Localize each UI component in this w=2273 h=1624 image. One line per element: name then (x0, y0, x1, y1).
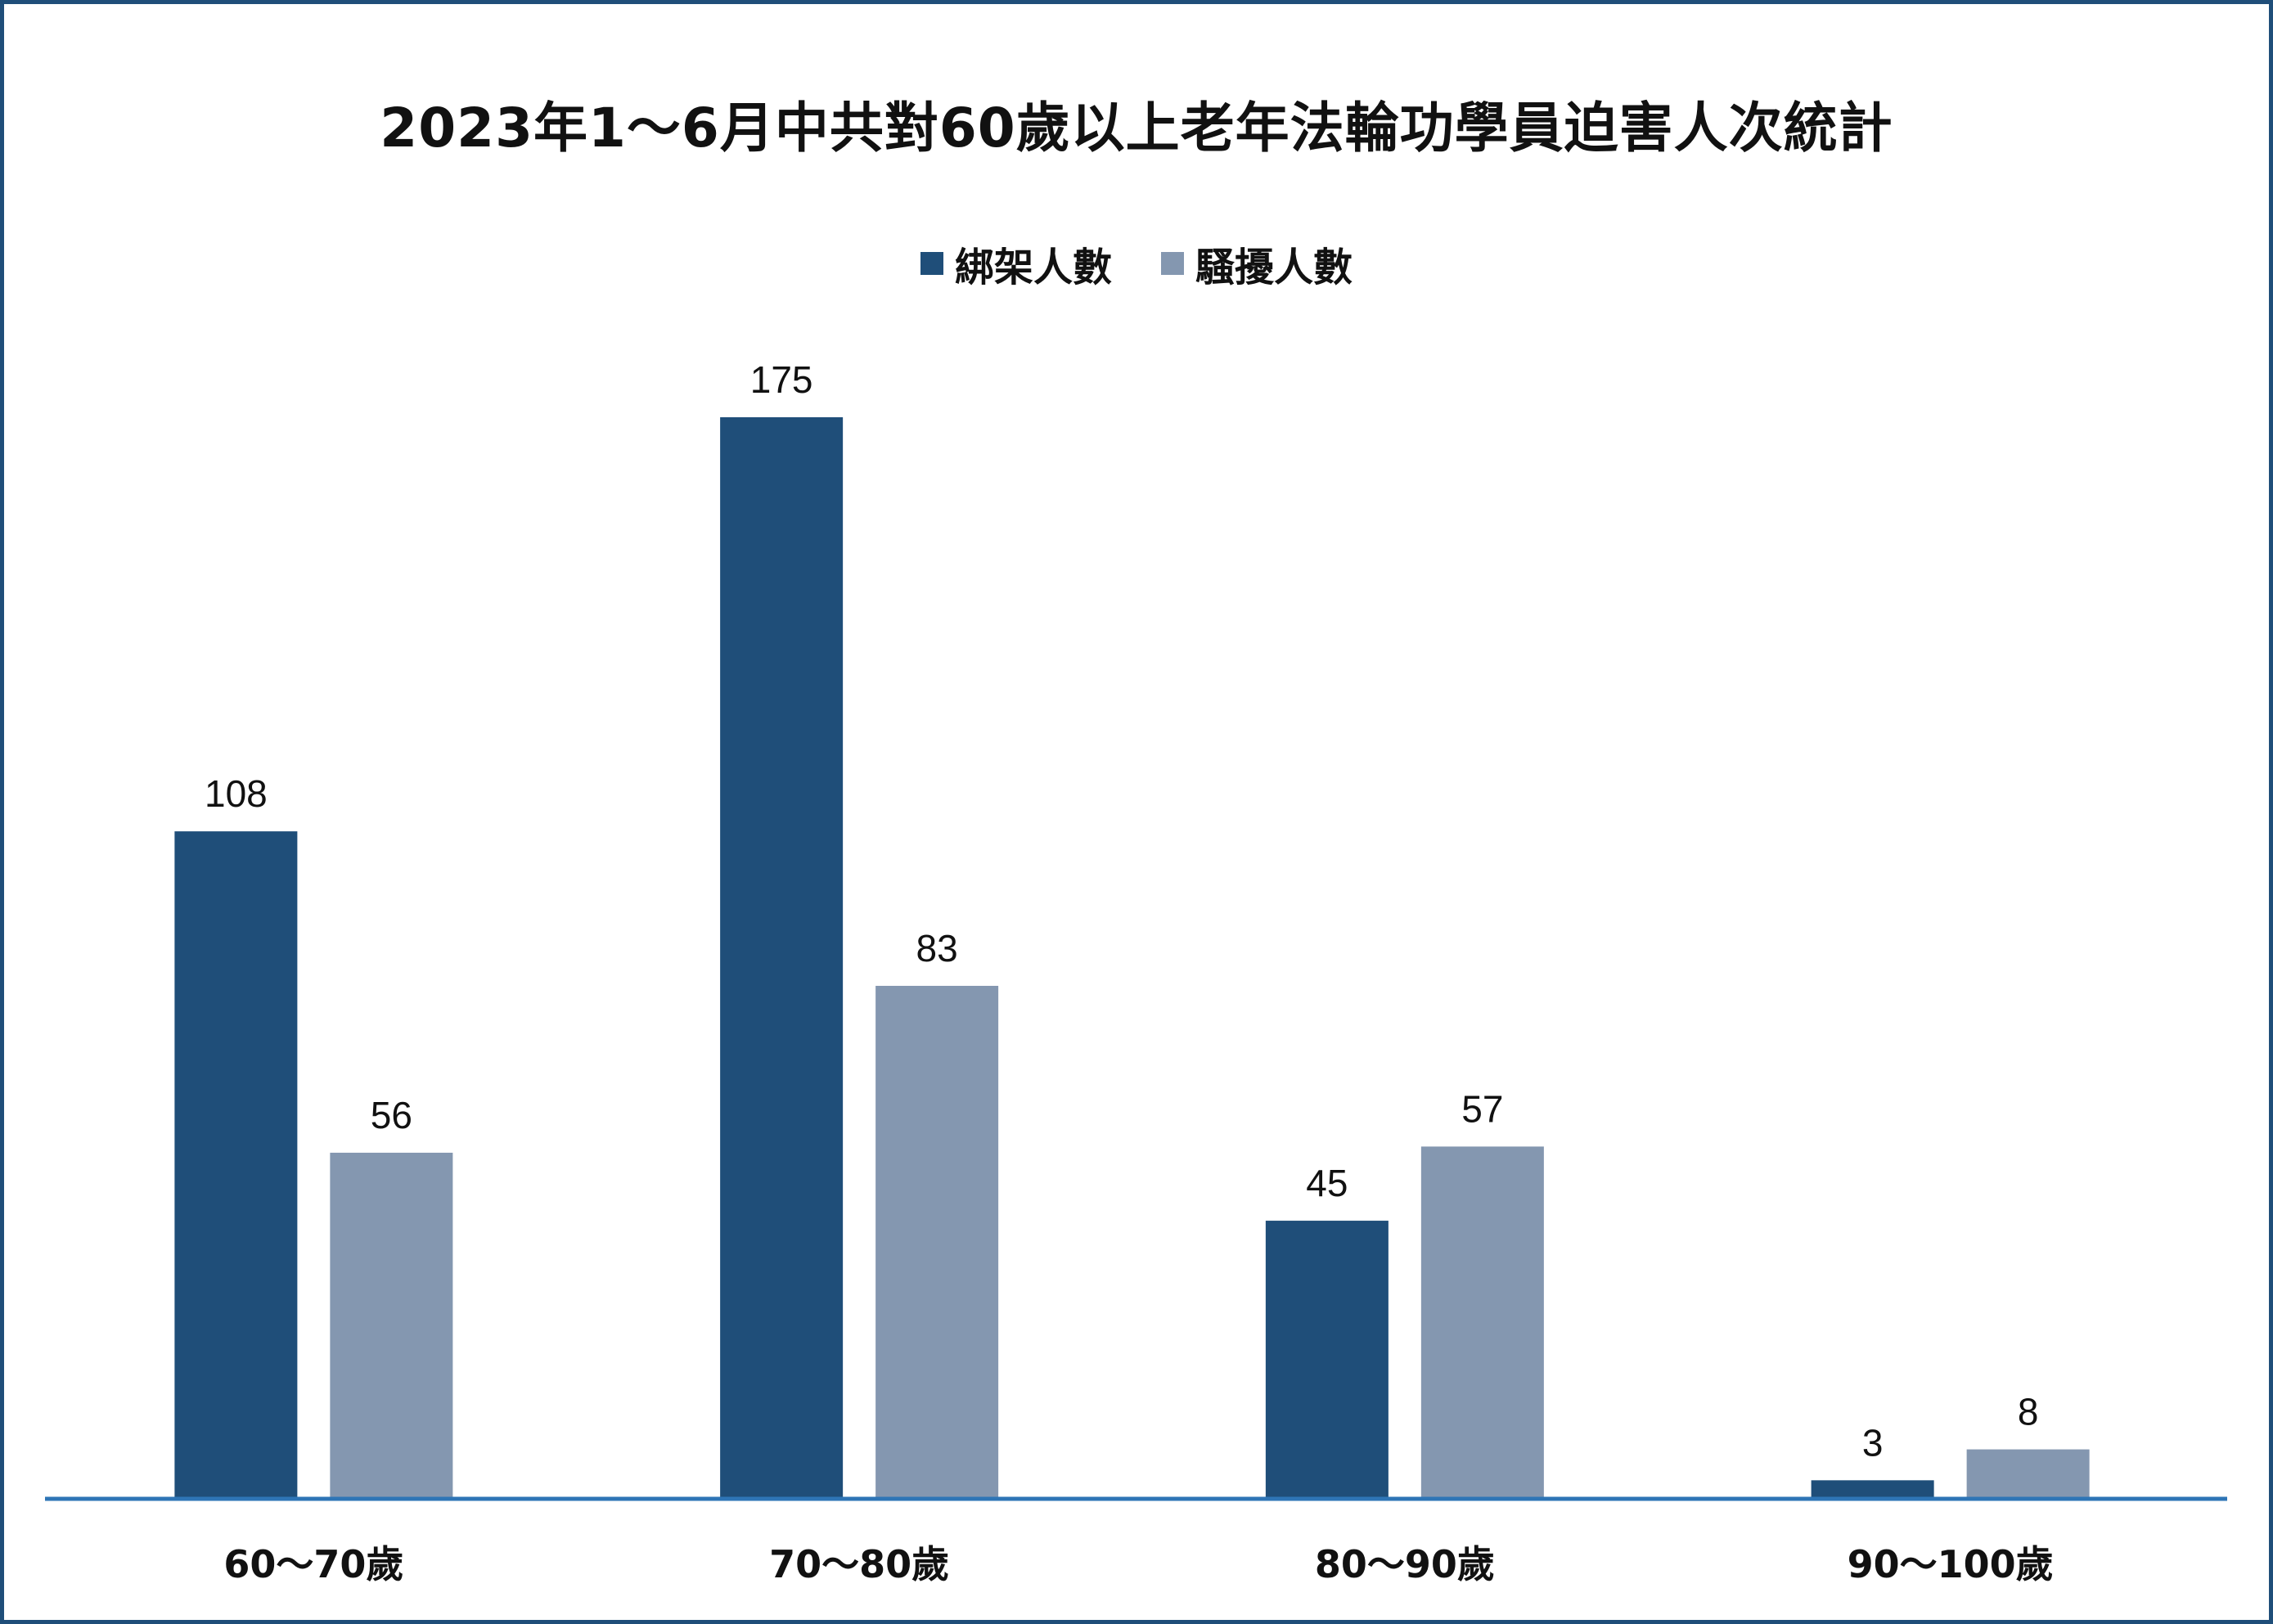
chart-title: 2023年1～6月中共對60歲以上老年法輪功學員迫害人次統計 (380, 97, 1893, 160)
data-label-series-2-cat-1: 56 (371, 1094, 412, 1136)
bar-series-1-cat-3 (1265, 1221, 1389, 1499)
data-label-series-2-cat-2: 83 (916, 927, 958, 969)
data-label-series-1-cat-2: 175 (750, 358, 813, 401)
bar-series-2-cat-4 (1966, 1449, 2090, 1499)
chart-legend: 綁架人數 騷擾人數 (4, 235, 2269, 292)
category-label-2: 70～80歲 (769, 1542, 949, 1586)
bar-series-2-cat-3 (1420, 1146, 1544, 1499)
category-label-1: 60～70歲 (223, 1542, 403, 1586)
category-label-3: 80～90歲 (1315, 1542, 1495, 1586)
legend-item-series-1: 綁架人數 (920, 235, 1112, 292)
bar-series-2-cat-2 (875, 985, 999, 1499)
data-label-series-1-cat-3: 45 (1306, 1162, 1348, 1204)
bar-series-2-cat-1 (330, 1152, 453, 1499)
bar-series-1-cat-2 (720, 417, 844, 1499)
legend-label-series-1: 綁架人數 (954, 245, 1112, 290)
data-label-series-1-cat-4: 3 (1862, 1421, 1884, 1464)
data-label-series-2-cat-3: 57 (1461, 1087, 1503, 1130)
category-label-4: 90～100歲 (1848, 1542, 2054, 1586)
data-label-series-2-cat-4: 8 (2018, 1391, 2039, 1433)
data-label-series-1-cat-1: 108 (205, 772, 268, 815)
legend-swatch-series-1 (920, 252, 943, 275)
legend-label-series-2: 騷擾人數 (1195, 245, 1353, 290)
legend-swatch-series-2 (1161, 252, 1184, 275)
bar-series-1-cat-1 (174, 831, 298, 1499)
legend-item-series-2: 騷擾人數 (1161, 235, 1353, 292)
bar-series-1-cat-4 (1811, 1480, 1934, 1499)
